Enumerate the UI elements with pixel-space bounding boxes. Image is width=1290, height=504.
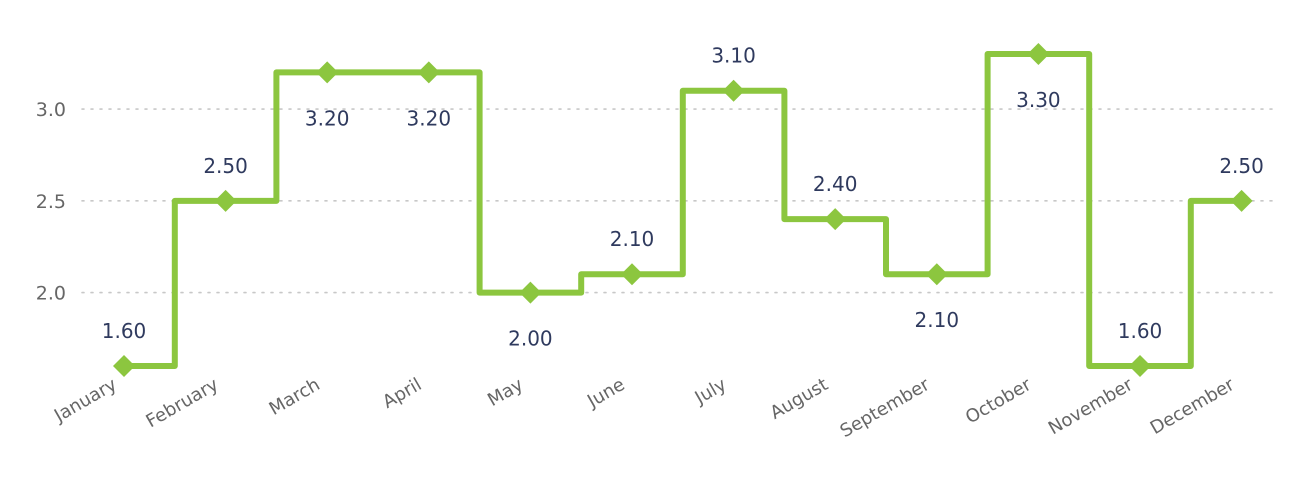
markers [113,43,1253,377]
data-point-marker [113,355,135,377]
x-tick-label: January [50,374,121,427]
x-tick-label: October [962,374,1035,429]
y-tick-label: 2.5 [36,191,66,213]
data-label: 2.50 [203,154,248,178]
data-point-marker [621,263,643,286]
x-tick-label: December [1147,374,1239,439]
x-tick-label: November [1045,374,1137,439]
x-tick-label: August [767,374,832,424]
data-label: 1.60 [102,319,147,343]
data-point-marker [519,281,542,304]
series-line [121,51,1245,369]
data-label: 2.50 [1219,154,1264,178]
data-point-marker [925,263,948,286]
x-tick-label: February [143,374,223,432]
x-tick-label: June [583,374,628,412]
y-axis: 2.0 2.5 3.0 [36,99,66,305]
data-label: 3.20 [407,106,452,130]
data-labels: 1.60 2.50 3.20 3.20 2.00 2.10 3.10 2.40 2.10 3.30… [102,44,1264,351]
data-point-marker [417,61,440,84]
data-point-marker [722,79,745,102]
gridlines [81,108,1279,294]
data-label: 2.00 [508,327,553,351]
x-tick-label: May [484,374,527,411]
data-label: 2.10 [915,308,960,332]
x-tick-label: March [266,374,324,420]
data-label: 1.60 [1118,319,1163,343]
data-point-marker [824,208,847,231]
x-tick-label: April [379,374,425,413]
data-label: 2.10 [610,227,655,251]
data-label: 3.20 [305,106,350,130]
data-point-marker [1230,189,1253,212]
data-label: 3.10 [711,44,756,68]
y-tick-label: 2.0 [36,283,66,305]
x-axis: January February March April May June July Augu… [50,374,1239,442]
x-tick-label: July [691,374,731,409]
series-line-layer [121,51,1245,369]
data-point-marker [214,189,237,212]
x-tick-label: September [837,374,934,442]
data-label: 2.40 [813,172,858,196]
data-point-marker [1129,355,1151,377]
data-label: 3.30 [1016,88,1061,112]
y-tick-label: 3.0 [36,99,66,121]
data-point-marker [316,61,339,84]
data-point-marker [1027,43,1050,65]
